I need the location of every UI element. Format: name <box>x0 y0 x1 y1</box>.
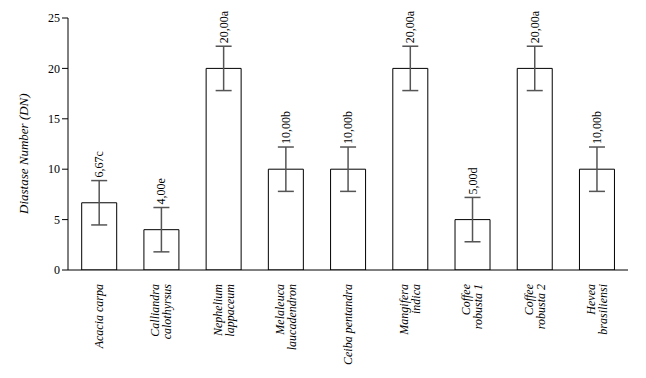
svg-text:Hevea: Hevea <box>583 284 598 315</box>
svg-text:Mangifera: Mangifera <box>397 284 412 335</box>
svg-text:4,00e: 4,00e <box>154 178 168 204</box>
svg-text:0: 0 <box>54 263 60 277</box>
svg-text:laucadendron: laucadendron <box>285 284 299 350</box>
svg-text:Nephelium: Nephelium <box>210 284 225 336</box>
svg-text:6,67c: 6,67c <box>92 151 106 177</box>
svg-text:calothyrsus: calothyrsus <box>160 284 174 340</box>
svg-text:5: 5 <box>54 213 60 227</box>
svg-text:robusta 1: robusta 1 <box>471 284 485 329</box>
svg-text:lappaceum: lappaceum <box>223 284 237 337</box>
svg-text:indica: indica <box>409 284 423 314</box>
svg-text:20,00a: 20,00a <box>217 10 231 43</box>
svg-text:Calliandra: Calliandra <box>148 284 163 337</box>
svg-text:Coffee: Coffee <box>521 284 536 316</box>
svg-text:Melaleuca: Melaleuca <box>272 284 287 335</box>
svg-text:5,00d: 5,00d <box>466 167 480 194</box>
svg-text:10,00b: 10,00b <box>341 111 355 144</box>
svg-text:10: 10 <box>48 162 60 176</box>
svg-text:10,00b: 10,00b <box>279 111 293 144</box>
svg-text:Acacia carpa: Acacia carpa <box>92 284 106 349</box>
svg-text:15: 15 <box>48 112 60 126</box>
svg-text:brasiliensi: brasiliensi <box>596 284 610 335</box>
svg-text:robusta 2: robusta 2 <box>534 284 548 329</box>
svg-text:Diastase Number (DN): Diastase Number (DN) <box>16 93 31 215</box>
svg-text:20: 20 <box>48 62 60 76</box>
svg-text:10,00b: 10,00b <box>590 111 604 144</box>
svg-text:25: 25 <box>48 11 60 25</box>
svg-text:Ceiba pentandra: Ceiba pentandra <box>341 284 355 365</box>
svg-text:20,00a: 20,00a <box>403 10 417 43</box>
svg-text:Coffee: Coffee <box>459 284 474 316</box>
svg-text:20,00a: 20,00a <box>528 10 542 43</box>
